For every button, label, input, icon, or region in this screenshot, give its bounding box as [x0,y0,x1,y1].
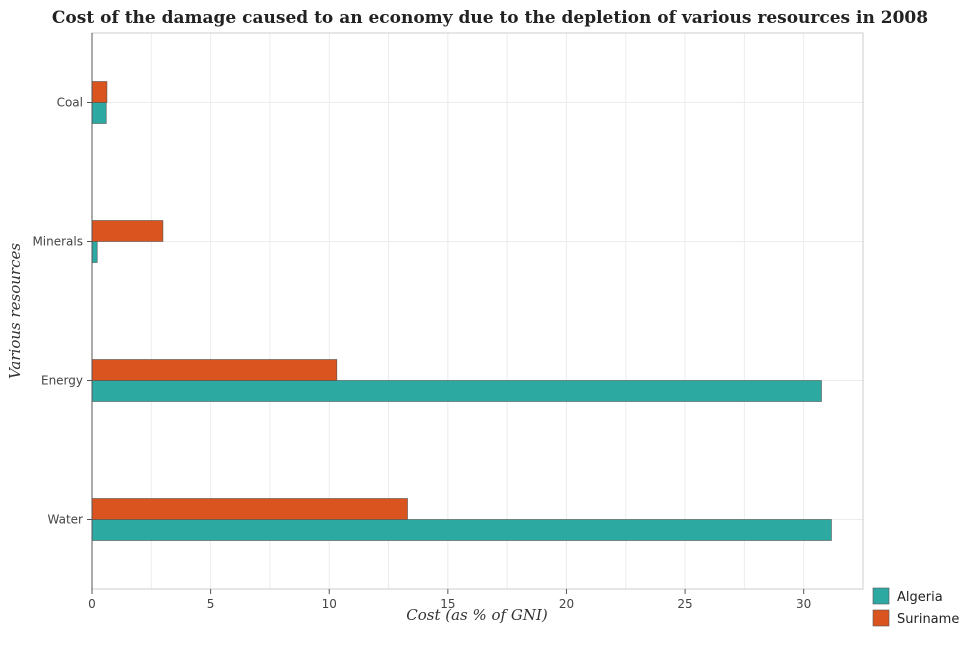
y-tick-label: Water [48,513,84,527]
x-tick-label: 25 [677,597,692,611]
x-tick-label: 20 [559,597,574,611]
y-tick-label: Coal [57,96,83,110]
legend-swatch-algeria [872,587,890,605]
bar-algeria-minerals [91,241,98,263]
x-tick-label: 0 [88,597,96,611]
bar-algeria-energy [91,380,822,402]
x-tick-label: 5 [207,597,215,611]
x-tick-label: 10 [322,597,337,611]
y-axis-title: Various resources [6,243,24,379]
bars [91,81,832,541]
legend-label-algeria: Algeria [897,590,943,605]
x-axis-title: Cost (as % of GNI) [406,606,548,624]
bar-suriname-coal [91,81,108,103]
bar-suriname-minerals [91,220,164,242]
bar-algeria-water [91,519,832,541]
chart-title: Cost of the damage caused to an economy … [51,8,929,28]
bar-suriname-water [91,498,408,520]
y-tick-label: Minerals [32,235,83,249]
x-tick-label: 15 [440,597,455,611]
x-tick-label: 30 [796,597,811,611]
legend-label-suriname: Suriname [897,612,959,627]
bar-suriname-energy [91,359,338,381]
x-axis-ticks: 0 5 10 15 20 25 30 [88,589,811,611]
legend: Algeria Suriname [872,587,959,627]
legend-swatch-suriname [872,609,890,627]
y-axis-ticks: Coal Minerals Energy Water [32,33,93,589]
bar-algeria-coal [91,102,107,124]
y-tick-label: Energy [41,374,83,388]
